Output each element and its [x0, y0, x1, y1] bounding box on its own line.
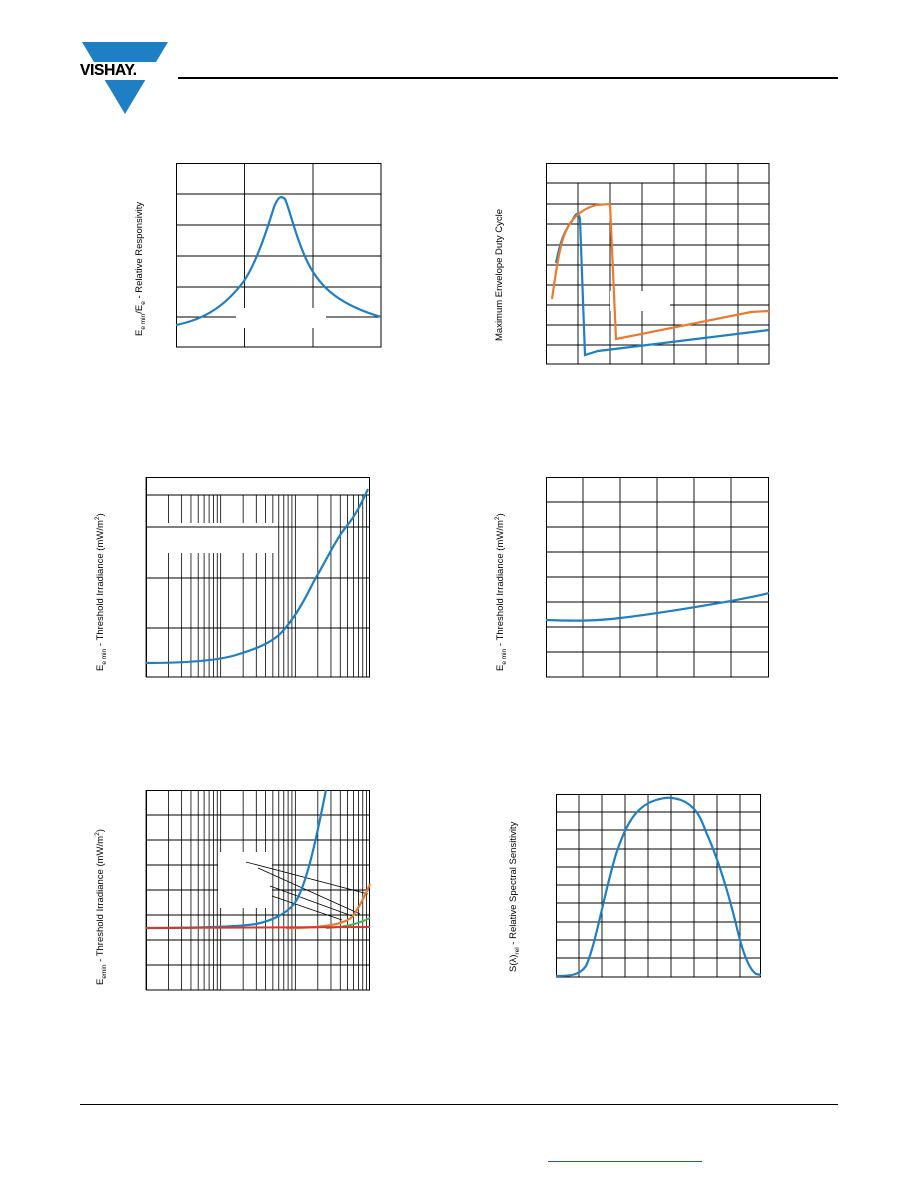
chart3-ylabel: Ee min - Threshold Irradiance (mW/m2)	[94, 513, 109, 671]
chart5-orange-curve	[285, 883, 372, 930]
chart5-ylabel: Eemin - Threshold Irradiance (mW/m2)	[94, 829, 109, 985]
chart6-spectral	[555, 794, 762, 978]
chart4-irradiance	[545, 477, 770, 678]
chart3-irradiance	[145, 477, 370, 678]
logo-text: VISHAY.	[80, 62, 137, 79]
footer-rule	[80, 1104, 838, 1105]
chart4-ylabel: Ee min - Threshold Irradiance (mW/m2)	[494, 513, 509, 671]
footer-link-underline[interactable]	[548, 1161, 702, 1162]
chart5-irradiance	[145, 789, 372, 991]
chart2-duty-cycle	[546, 163, 770, 365]
vishay-triangle-icon	[80, 42, 172, 114]
chart3-curve	[145, 488, 369, 665]
vishay-logo: VISHAY.	[80, 42, 172, 116]
chart5-red-curve	[145, 926, 371, 929]
chart1-responsivity	[175, 163, 382, 348]
chart2-orange-curve	[550, 202, 770, 341]
header-rule	[178, 77, 838, 79]
chart6-curve	[555, 796, 762, 978]
chart1-curve	[175, 196, 382, 327]
chart2-ylabel: Maximum Envelope Duty Cycle	[494, 209, 505, 341]
chart6-ylabel: S(λ)rel - Relative Spectral Sensitivity	[508, 821, 521, 972]
chart4-curve	[545, 591, 770, 622]
chart1-ylabel: Ee min/Ee - Relative Responsivity	[134, 201, 147, 336]
chart2-blue-curve	[554, 212, 770, 357]
